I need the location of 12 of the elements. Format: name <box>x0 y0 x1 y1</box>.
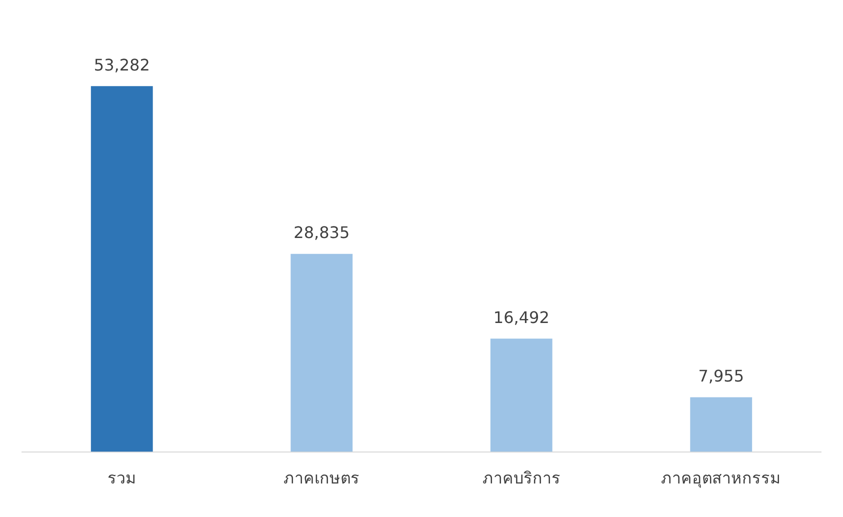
data-label: 28,835 <box>294 223 350 242</box>
x-tick-label: ภาคบริการ <box>482 468 560 488</box>
x-tick-label: รวม <box>107 468 136 488</box>
data-label: 53,282 <box>94 55 150 74</box>
x-tick-label: ภาคเกษตร <box>284 468 360 488</box>
bar <box>690 397 752 452</box>
data-label: 7,955 <box>698 366 744 386</box>
bar <box>290 254 353 452</box>
bar <box>90 86 153 452</box>
x-tick-label: ภาคอุตสาหกรรม <box>661 468 782 489</box>
data-label: 16,492 <box>493 308 550 327</box>
bar <box>490 338 552 452</box>
